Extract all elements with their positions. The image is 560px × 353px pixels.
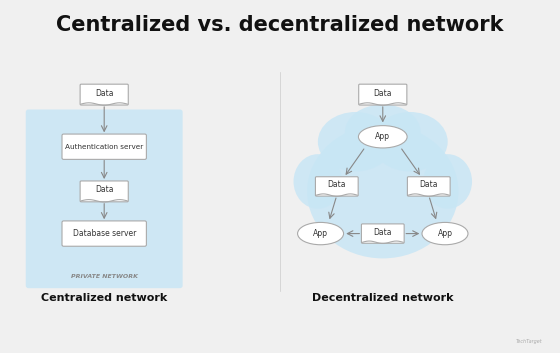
FancyBboxPatch shape xyxy=(80,181,128,202)
Text: App: App xyxy=(313,229,328,238)
Text: Data: Data xyxy=(374,89,392,98)
FancyBboxPatch shape xyxy=(315,177,358,196)
FancyBboxPatch shape xyxy=(361,224,404,243)
Text: Data: Data xyxy=(419,180,438,190)
Text: App: App xyxy=(375,132,390,141)
Text: Authentication server: Authentication server xyxy=(65,144,143,150)
Text: PRIVATE NETWORK: PRIVATE NETWORK xyxy=(71,274,138,279)
Ellipse shape xyxy=(307,124,459,258)
Text: TechTarget: TechTarget xyxy=(516,339,542,344)
FancyBboxPatch shape xyxy=(26,109,183,288)
Text: Data: Data xyxy=(328,180,346,190)
Ellipse shape xyxy=(422,222,468,245)
Ellipse shape xyxy=(297,222,344,245)
Ellipse shape xyxy=(345,104,421,159)
Text: Data: Data xyxy=(95,185,114,195)
Text: Decentralized network: Decentralized network xyxy=(312,293,454,303)
Ellipse shape xyxy=(293,154,342,209)
FancyBboxPatch shape xyxy=(407,177,450,196)
Ellipse shape xyxy=(358,126,407,148)
Text: Centralized vs. decentralized network: Centralized vs. decentralized network xyxy=(56,15,504,35)
FancyBboxPatch shape xyxy=(62,221,146,246)
Text: Centralized network: Centralized network xyxy=(41,293,167,303)
Text: App: App xyxy=(437,229,452,238)
Text: Data: Data xyxy=(374,228,392,237)
FancyBboxPatch shape xyxy=(62,134,146,159)
FancyBboxPatch shape xyxy=(359,84,407,105)
Ellipse shape xyxy=(372,112,447,172)
Ellipse shape xyxy=(423,154,472,209)
FancyBboxPatch shape xyxy=(80,84,128,105)
Text: Database server: Database server xyxy=(72,229,136,238)
Ellipse shape xyxy=(318,112,394,172)
Text: Data: Data xyxy=(95,89,114,98)
